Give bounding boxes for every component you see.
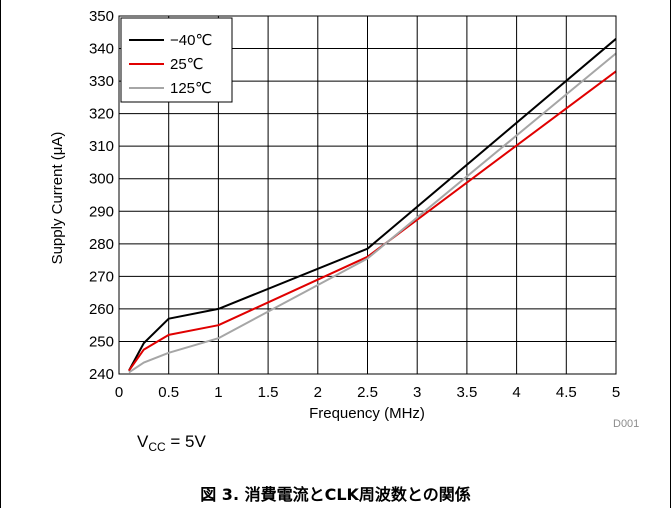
x-axis-label: Frequency (MHz)	[309, 405, 425, 422]
figure-id: D001	[613, 418, 639, 430]
x-tick-label: 1.5	[258, 384, 279, 401]
condition-value: = 5V	[165, 432, 206, 451]
y-tick-label: 320	[89, 106, 114, 123]
x-tick-label: 0.5	[158, 384, 179, 401]
figure-caption: 図 3. 消費電流とCLK周波数との関係	[200, 485, 471, 504]
x-tick-label: 4	[512, 384, 520, 401]
y-tick-label: 300	[89, 171, 114, 188]
y-axis-label: Supply Current (μA)	[49, 132, 66, 265]
x-tick-label: 3	[413, 384, 421, 401]
y-tick-label: 330	[89, 73, 114, 90]
y-tick-label: 310	[89, 138, 114, 155]
condition-subscript: CC	[148, 440, 166, 454]
series-line-0	[128, 38, 617, 372]
legend-entry: 125℃	[170, 80, 212, 97]
y-tick-label: 350	[89, 8, 114, 25]
y-tick-label: 340	[89, 41, 114, 58]
legend-entry: 25℃	[170, 56, 204, 73]
plot-border	[118, 15, 617, 375]
x-tick-label: 2	[314, 384, 322, 401]
series-line-1	[128, 70, 617, 372]
y-tick-label: 290	[89, 203, 114, 220]
y-tick-label: 260	[89, 301, 114, 318]
tick-labels: 0 0.5 1 1.5 2 2.5 3 3.5 4 4.5 5 240 250 260 270 280 290 3…	[89, 8, 620, 401]
legend-entry: −40℃	[170, 32, 212, 49]
series-line-2	[128, 52, 617, 374]
x-tick-label: 3.5	[456, 384, 477, 401]
condition-label: V	[137, 432, 149, 451]
y-tick-label: 250	[89, 333, 114, 350]
x-tick-label: 4.5	[556, 384, 577, 401]
x-tick-label: 0	[115, 384, 123, 401]
y-tick-label: 270	[89, 268, 114, 285]
legend: −40℃ 25℃ 125℃	[120, 17, 233, 103]
x-tick-label: 1	[214, 384, 222, 401]
x-tick-label: 2.5	[357, 384, 378, 401]
test-condition: VCC = 5V	[137, 432, 206, 454]
y-tick-label: 240	[89, 366, 114, 383]
y-tick-label: 280	[89, 236, 114, 253]
x-tick-label: 5	[612, 384, 620, 401]
series-layer	[128, 38, 617, 374]
